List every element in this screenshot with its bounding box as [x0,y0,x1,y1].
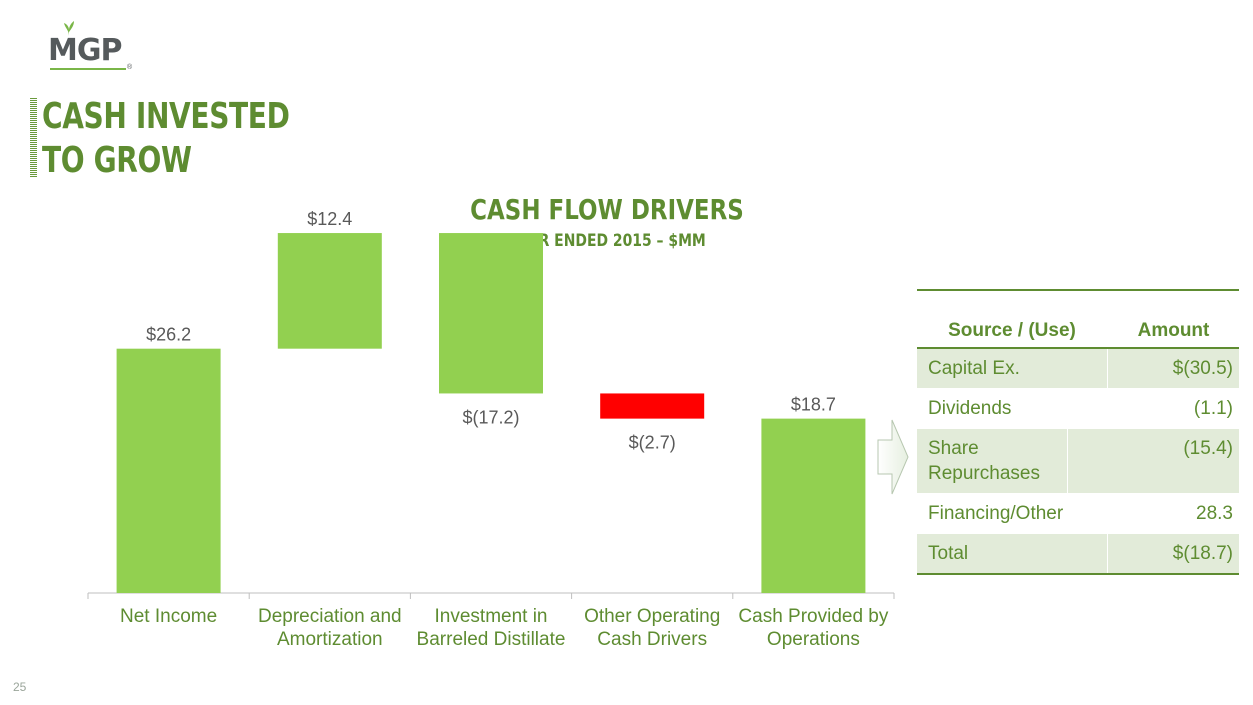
table-row: Dividends (1.1) [917,389,1239,429]
category-label: Depreciation and [258,606,402,627]
header-amount: Amount [1107,318,1239,343]
category-label: Operations [767,629,860,650]
registered-mark: ® [127,64,133,71]
bar [600,393,705,419]
row-label: Total [928,543,969,564]
table-row: Share Repurchases (15.4) [917,429,1239,494]
leaf-icon [64,21,74,36]
table-row: Total $(18.7) [917,534,1239,575]
logo: MGP [48,33,122,68]
page-number: 25 [13,680,27,694]
bar [439,233,543,394]
row-label: Financing/Other [928,503,1064,524]
page-title-line-1: CASH INVESTED [42,96,290,137]
category-label: Other Operating [584,606,720,627]
page-title: CASH INVESTED TO GROW [42,95,290,183]
row-label: Dividends [928,398,1012,419]
header-source-use: Source / (Use) [948,320,1076,341]
data-label: $(17.2) [462,407,519,427]
chart-title: CASH FLOW DRIVERS [470,193,744,226]
bar [761,418,866,593]
row-label: Capital Ex. [928,358,1020,379]
row-amount: $(30.5) [1107,349,1239,388]
source-use-table: Source / (Use) Amount Capital Ex. $(30.5… [917,289,1239,575]
category-label: Amortization [277,629,383,650]
row-amount: (1.1) [1107,389,1239,428]
data-label: $26.2 [146,325,191,345]
logo-underline [50,68,126,70]
table-row: Financing/Other 28.3 [917,494,1239,534]
table-header: Source / (Use) Amount [917,291,1239,349]
row-amount: (15.4) [1067,429,1239,493]
data-label: $18.7 [791,395,836,415]
category-label: Cash Provided by [738,606,888,627]
data-label: $(2.7) [629,433,676,453]
row-amount: $(18.7) [1107,534,1239,573]
row-amount: 28.3 [1107,494,1239,533]
bar [277,233,382,349]
category-label: Investment in [435,606,548,627]
right-arrow-icon [877,419,909,495]
table-row: Capital Ex. $(30.5) [917,349,1239,389]
chart-subtitle: YEAR ENDED 2015 – $MM [508,231,706,251]
category-label: Net Income [120,606,217,627]
page-title-line-2: TO GROW [42,140,192,181]
bar [116,348,221,593]
category-label: Cash Drivers [597,629,707,650]
row-label: Share Repurchases [928,438,1040,484]
data-label: $12.4 [307,209,352,229]
title-accent-bar [30,98,37,178]
category-label: Barreled Distillate [417,629,566,650]
